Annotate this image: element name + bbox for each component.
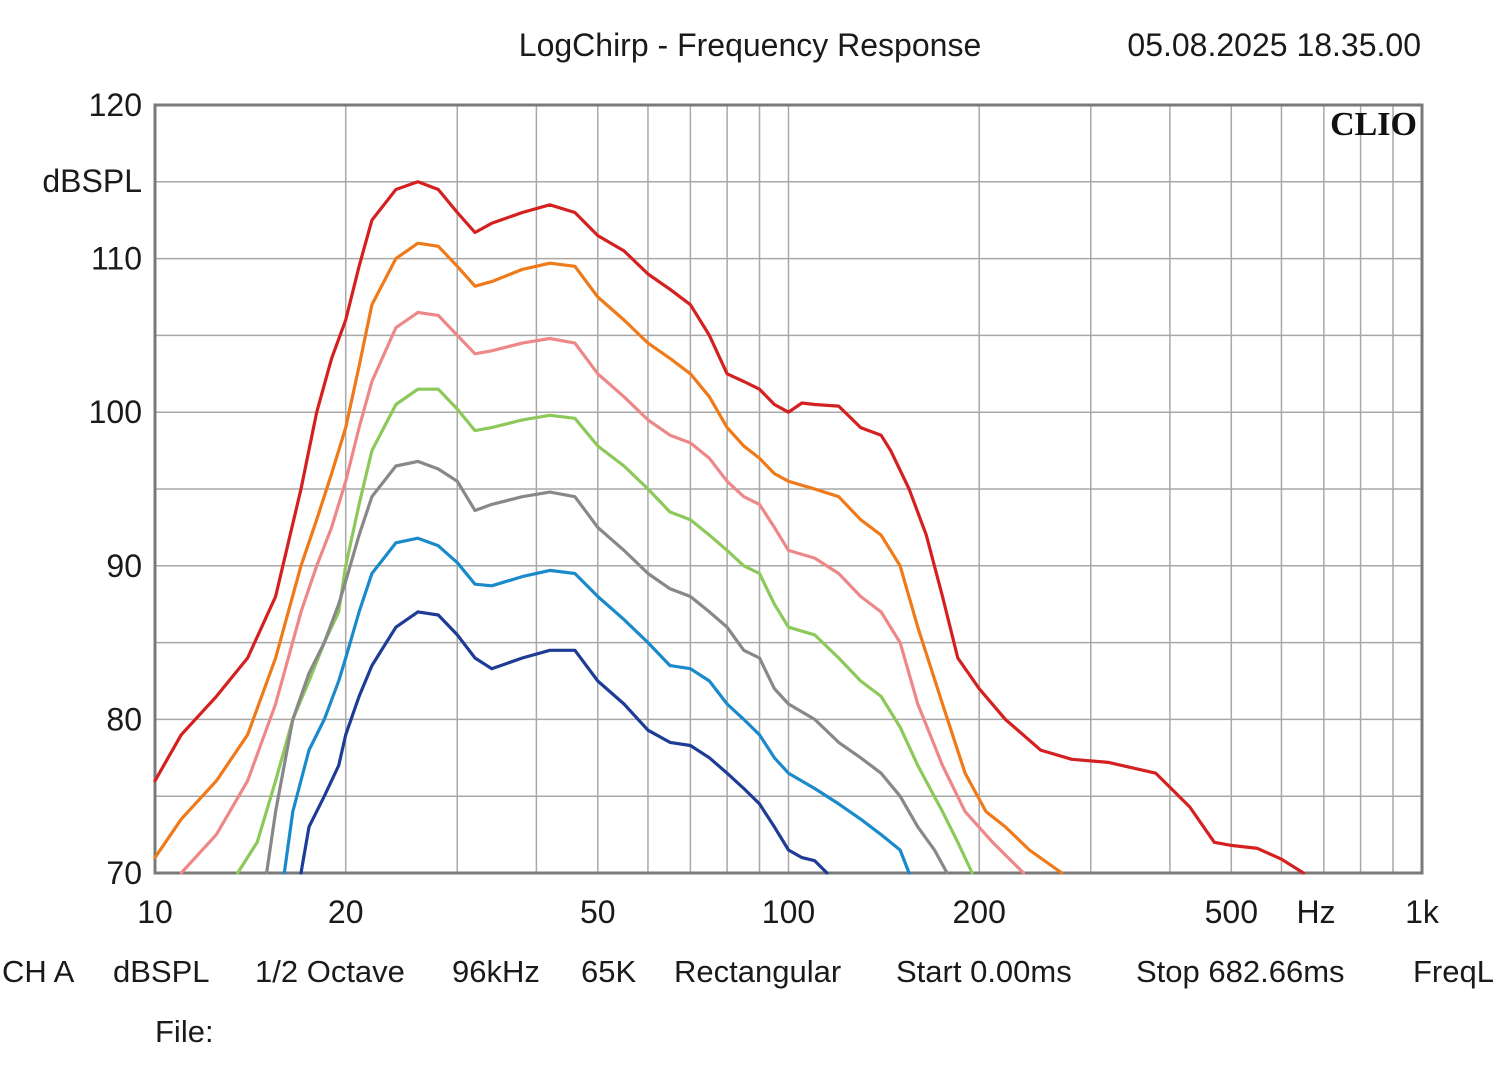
x-tick-label: 20 [328,894,364,930]
y-tick-label: 90 [106,548,142,584]
x-axis-label: Hz [1296,894,1335,930]
y-tick-label: 100 [89,394,142,430]
y-axis-label: dBSPL [42,163,142,199]
y-tick-labels: 120 110 100 90 80 70 [89,87,142,891]
footer-item: CH A [2,954,75,989]
series-line-6 [282,536,911,875]
series-lines [153,180,1306,875]
footer-item: 96kHz [452,954,540,989]
series-line-5 [265,459,949,875]
x-tick-labels: 10 20 50 100 200 500 1k [137,894,1440,930]
y-tick-label: 70 [106,855,142,891]
plot-frame [153,103,1424,875]
x-tick-label: 50 [580,894,616,930]
series-line-7 [299,610,829,875]
footer-info: CH A dBSPL 1/2 Octave 96kHz 65K Rectangular St… [2,954,1494,989]
x-tick-label: 200 [953,894,1006,930]
series-line-2 [153,241,1064,875]
y-tick-label: 110 [91,241,142,277]
x-tick-label: 10 [137,894,173,930]
x-tick-label: 500 [1205,894,1258,930]
chart-title: LogChirp - Frequency Response [519,27,981,63]
footer-item: Stop 682.66ms [1136,954,1345,989]
footer-item: FreqL [1413,954,1494,989]
footer-item: 65K [581,954,636,989]
clio-logo: CLIO [1330,106,1417,143]
series-line-1 [153,180,1306,875]
timestamp: 05.08.2025 18.35.00 [1127,27,1421,63]
footer-item: Start 0.00ms [896,954,1072,989]
footer-item: 1/2 Octave [255,954,405,989]
grid [155,105,1422,873]
x-tick-label: 100 [762,894,815,930]
series-line-3 [179,310,1026,875]
x-tick-label: 1k [1405,894,1440,930]
y-tick-label: 80 [106,701,142,737]
file-label: File: [155,1014,214,1049]
y-tick-label: 120 [89,87,142,123]
series-line-4 [236,387,974,875]
footer-item: dBSPL [113,954,210,989]
footer-item: Rectangular [674,954,841,989]
